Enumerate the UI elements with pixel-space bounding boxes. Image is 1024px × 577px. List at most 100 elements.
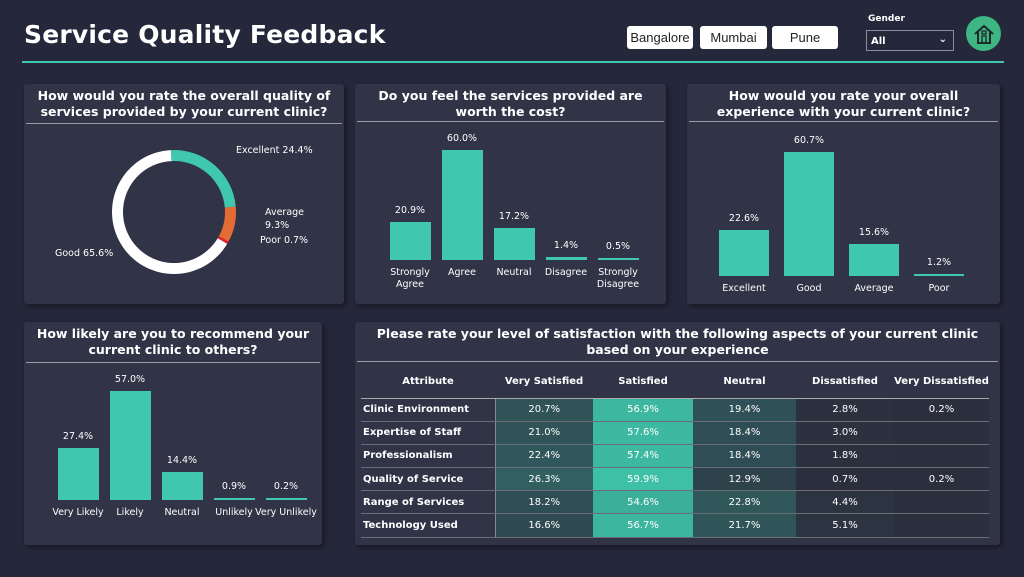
value-cell: 16.6% [495,513,593,538]
gender-dropdown[interactable]: All ⌄ [866,30,954,51]
donut-slice-poor[interactable] [217,236,229,244]
bar-neutral[interactable] [493,228,535,260]
data-label: 14.4% [166,455,198,467]
value-cell: 21.0% [495,421,593,445]
column-header: Satisfied [593,366,693,399]
value-cell: 18.4% [693,444,796,469]
value-cell: 56.7% [593,513,693,538]
satisfaction-table: Attribute Very Satisfied Satisfied Neutral D… [361,366,989,538]
value-cell: 18.4% [693,421,796,445]
donut-label-excellent: Excellent 24.4% [236,145,313,156]
column-header: Very Satisfied [495,366,593,399]
city-button-bangalore[interactable]: Bangalore [627,26,693,49]
city-button-mumbai[interactable]: Mumbai [700,26,767,49]
category-label: Neutral [496,267,532,278]
column-header: Attribute [361,366,495,399]
column-header: Very Dissatisfied [894,366,989,399]
category-label: Strongly Agree [390,267,430,290]
bar-very-unlikely[interactable] [265,498,307,500]
bar-excellent[interactable] [719,229,769,276]
bar-agree[interactable] [441,150,483,260]
bar-good[interactable] [784,152,834,276]
data-label: 1.2% [926,256,952,268]
category-label: Disagree [544,267,588,278]
value-cell: 21.7% [693,513,796,538]
attribute-cell: Range of Services [361,490,496,515]
city-button-pune[interactable]: Pune [772,26,838,49]
value-cell: 1.8% [796,444,894,469]
category-label: Very Likely [52,507,104,518]
value-cell: 0.2% [894,398,989,422]
donut-label-poor: Poor 0.7% [260,235,309,246]
category-label: Neutral [164,507,200,518]
attribute-cell: Quality of Service [361,467,496,492]
title-divider [357,361,998,362]
donut-slice-average[interactable] [218,206,236,242]
quality-donut-panel: How would you rate the overall quality o… [24,84,344,304]
bar-likely[interactable] [109,391,151,500]
table-row: Quality of Service 26.3% 59.9% 12.9% 0.7% 0.2… [361,467,989,492]
table-row: Expertise of Staff 21.0% 57.6% 18.4% 3.0% [361,421,989,445]
gender-label: Gender [868,14,905,24]
title-divider [26,123,342,124]
attribute-cell: Professionalism [361,444,496,469]
worth-cost-panel: Do you feel the services provided are wo… [355,84,666,304]
data-label: 27.4% [62,430,94,442]
value-cell [894,444,989,469]
data-label: 57.0% [114,374,146,385]
value-cell: 2.8% [796,398,894,422]
category-label: Excellent [722,283,766,294]
value-cell [894,490,989,515]
value-cell: 4.4% [796,490,894,515]
value-cell [894,421,989,445]
value-cell: 0.7% [796,467,894,492]
recommend-panel: How likely are you to recommend your cur… [24,322,322,545]
value-cell [894,513,989,538]
table-row: Clinic Environment 20.7% 56.9% 19.4% 2.8% 0.2… [361,398,989,422]
panel-title: How would you rate the overall quality o… [37,88,331,119]
attribute-cell: Expertise of Staff [361,421,496,445]
value-cell: 5.1% [796,513,894,538]
data-label: 17.2% [498,211,530,223]
title-divider [689,121,998,122]
data-label: 15.6% [858,227,890,239]
bar-poor[interactable] [914,273,964,276]
donut-slice-excellent[interactable] [170,150,236,208]
data-label: 20.9% [394,204,426,216]
title-divider [357,121,664,122]
donut-chart [111,150,236,274]
home-button[interactable] [966,16,1001,51]
donut-label-good: Good 65.6% [55,248,114,259]
category-label: Poor [928,283,950,294]
bar-very-likely[interactable] [57,447,99,500]
experience-panel: How would you rate your overall experien… [687,84,1000,304]
category-label: Very Unlikely [255,507,317,518]
data-label: 60.0% [446,133,478,144]
bar-strongly-disagree[interactable] [597,258,639,260]
value-cell: 20.7% [495,398,593,422]
category-label: Good [796,283,822,294]
value-cell: 59.9% [593,467,693,492]
table-row: Professionalism 22.4% 57.4% 18.4% 1.8% [361,444,989,469]
table-row: Technology Used 16.6% 56.7% 21.7% 5.1% [361,513,989,538]
category-label: Strongly Disagree [596,267,640,290]
gender-value: All [871,36,886,47]
bar-neutral[interactable] [161,472,203,500]
bar-unlikely[interactable] [213,498,255,500]
panel-title: Do you feel the services provided are wo… [378,88,643,119]
data-label: 0.5% [605,241,631,252]
value-cell: 57.4% [593,444,693,469]
data-label: 1.4% [553,240,579,252]
table-row: Range of Services 18.2% 54.6% 22.8% 4.4% [361,490,989,515]
value-cell: 54.6% [593,490,693,515]
bar-average[interactable] [849,244,899,276]
bar-disagree[interactable] [545,257,587,260]
data-label: 22.6% [728,212,760,224]
panel-title: Please rate your level of satisfaction w… [376,326,979,357]
category-label: Average [854,283,894,294]
bar-strongly-agree[interactable] [389,221,431,260]
value-cell: 57.6% [593,421,693,445]
category-label: Likely [116,507,144,518]
column-header: Dissatisfied [796,366,894,399]
value-cell: 26.3% [495,467,593,492]
